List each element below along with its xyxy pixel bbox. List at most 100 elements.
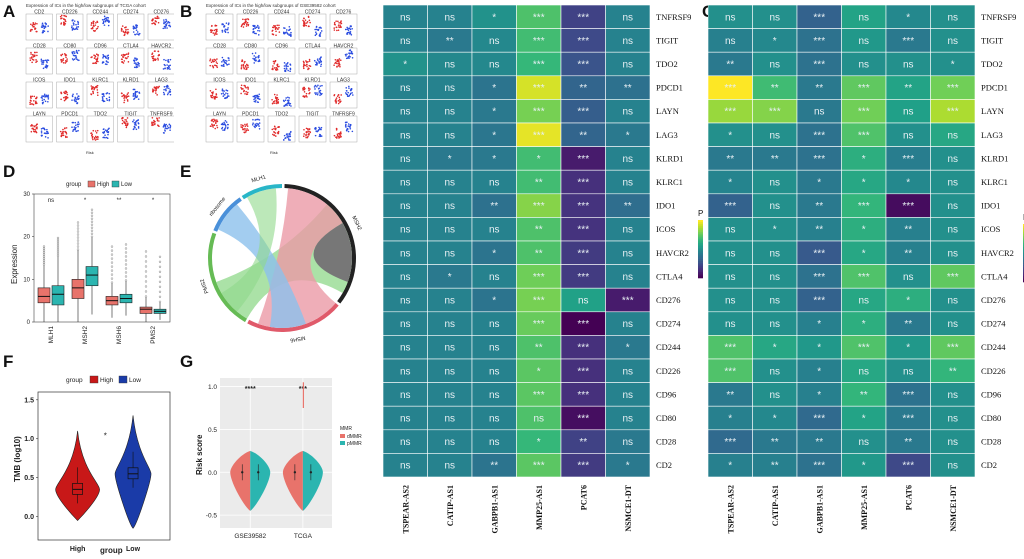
outlier — [90, 214, 94, 217]
point-high — [309, 131, 312, 134]
point-low — [108, 99, 111, 102]
point-high — [94, 130, 97, 132]
d-legend-high: High — [97, 182, 109, 188]
point-low — [162, 27, 165, 30]
point-high — [272, 26, 275, 29]
point-high — [244, 21, 246, 24]
point-low — [71, 126, 73, 129]
point-low — [258, 98, 261, 101]
row-label: HAVCR2 — [981, 248, 1014, 258]
cell-label: ns — [489, 414, 500, 425]
point-high — [123, 122, 126, 124]
cell-label: *** — [858, 83, 870, 94]
cell-label: ns — [622, 366, 633, 377]
point-low — [166, 27, 168, 29]
outlier — [90, 208, 94, 211]
point-low — [315, 28, 318, 31]
cell-label: ** — [815, 83, 823, 94]
point-low — [346, 26, 348, 29]
outlier — [144, 265, 148, 268]
point-low — [226, 63, 228, 66]
point-high — [272, 133, 274, 136]
point-high — [212, 120, 215, 123]
point-low — [134, 124, 136, 126]
point-high — [152, 121, 155, 124]
column-label: CATIP-AS1 — [446, 485, 455, 526]
point-low — [107, 24, 110, 27]
point-low — [169, 93, 172, 96]
legend-gradient-step — [698, 254, 703, 258]
cell-label: ns — [769, 178, 780, 189]
point-high — [63, 96, 65, 99]
point-low — [220, 92, 223, 95]
point-high — [244, 20, 247, 22]
point-high — [247, 64, 249, 67]
point-high — [303, 20, 305, 23]
point-low — [164, 21, 167, 24]
point-low — [105, 130, 108, 132]
facet-title: KLRC1 — [92, 78, 108, 84]
point-low — [76, 97, 79, 99]
point-low — [104, 129, 107, 131]
violin-dmmr — [282, 450, 303, 511]
point-low — [47, 30, 49, 33]
cell-label: ns — [903, 130, 914, 141]
point-low — [132, 31, 135, 33]
legend-gradient-step — [698, 258, 703, 261]
row-label: CD244 — [981, 342, 1006, 352]
cell-label: * — [817, 343, 821, 354]
point-low — [321, 92, 323, 95]
point-low — [351, 56, 354, 59]
cell-label: ns — [814, 107, 825, 118]
legend-gradient-step — [698, 249, 703, 252]
point-low — [137, 122, 140, 124]
cell-label: ns — [400, 414, 411, 425]
point-low — [258, 54, 260, 57]
point-high — [30, 53, 32, 55]
point-high — [302, 24, 305, 27]
point-low — [74, 98, 77, 100]
point-low — [42, 29, 45, 32]
point-low — [164, 130, 166, 132]
point-low — [348, 87, 350, 89]
point-high — [337, 65, 340, 67]
outlier — [110, 253, 114, 256]
point-high — [96, 20, 98, 23]
point-high — [335, 26, 338, 29]
point-high — [215, 28, 217, 31]
cell-label: * — [773, 36, 777, 47]
cell-label: ** — [726, 390, 734, 401]
point-high — [65, 132, 68, 135]
cell-label: * — [492, 12, 496, 23]
point-low — [258, 26, 260, 28]
outlier — [42, 251, 46, 254]
point-high — [60, 61, 63, 63]
point-low — [319, 85, 322, 87]
point-high — [276, 94, 278, 96]
point-low — [344, 28, 347, 31]
point-low — [348, 31, 350, 34]
point-high — [157, 50, 159, 53]
point-high — [339, 59, 342, 62]
outlier — [158, 280, 162, 283]
point-high — [62, 132, 64, 135]
point-high — [122, 62, 125, 64]
point-low — [220, 64, 223, 67]
point-high — [61, 131, 64, 133]
column-label: NSMCE1-DT — [949, 484, 958, 531]
point-low — [135, 63, 138, 66]
point-low — [346, 28, 349, 31]
cell-label: * — [773, 343, 777, 354]
significance-label: ns — [48, 198, 54, 204]
point-high — [303, 64, 305, 67]
point-low — [224, 28, 227, 31]
median-point — [309, 471, 313, 474]
point-low — [222, 129, 224, 131]
point-high — [90, 85, 93, 87]
point-high — [337, 102, 340, 105]
cell-label: ns — [769, 296, 780, 307]
cell-label: ns — [489, 366, 500, 377]
cell-label: ns — [769, 130, 780, 141]
point-low — [226, 28, 229, 31]
point-low — [43, 27, 46, 30]
